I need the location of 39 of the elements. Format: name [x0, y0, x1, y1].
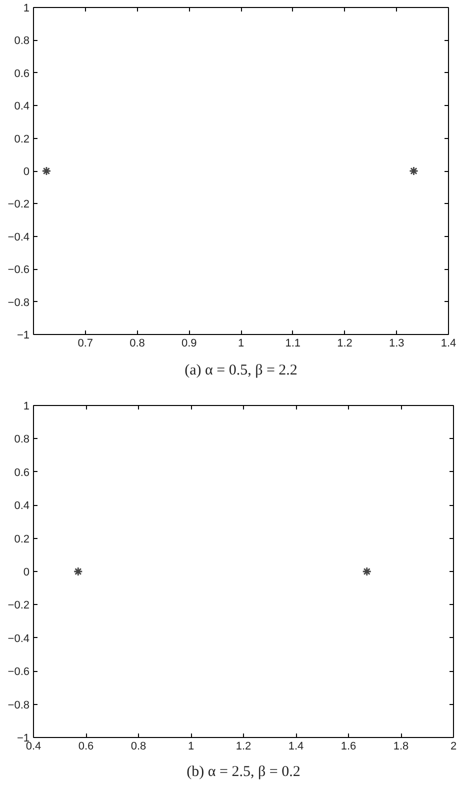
x-tick-label: 0.6 — [78, 740, 94, 752]
y-tick-label: 0.6 — [14, 68, 30, 80]
text: (b) α = 2.5, β = 0.2 — [186, 764, 300, 780]
y-tick-label: 0.4 — [14, 500, 30, 512]
x-tick-label: 1.8 — [393, 740, 409, 752]
y-tick-label: −0.6 — [8, 666, 30, 678]
x-tick-label: 0.8 — [130, 338, 145, 350]
y-tick-label: 0.2 — [14, 133, 30, 146]
y-tick-label: 0.4 — [14, 100, 30, 113]
y-tick-label: −0.2 — [8, 198, 30, 211]
x-tick-label: 1.6 — [340, 740, 356, 752]
y-tick-label: 0.8 — [14, 35, 30, 48]
x-tick-label: 1.2 — [236, 740, 252, 752]
y-tick-label: 0.8 — [14, 434, 30, 446]
x-tick-label: 1.3 — [388, 338, 404, 350]
y-tick-label: 0.2 — [14, 533, 30, 546]
y-tick-label: −0.2 — [8, 600, 30, 612]
y-tick-label: −0.4 — [8, 632, 30, 645]
y-tick-label: −0.4 — [8, 231, 30, 244]
y-tick-label: −0.8 — [8, 296, 30, 309]
y-tick-label: −0.6 — [8, 264, 30, 276]
y-tick-label: −1 — [16, 330, 30, 342]
x-tick-label: 1 — [188, 740, 194, 752]
x-tick-label: 1.2 — [337, 338, 352, 350]
x-tick-label: 1.4 — [288, 740, 304, 752]
y-tick-label: 0 — [23, 566, 30, 578]
y-tick-label: 1 — [23, 400, 30, 412]
x-tick-label: 1.4 — [440, 338, 456, 350]
x-tick-label: 1 — [238, 338, 244, 350]
y-tick-label: 0.6 — [14, 466, 30, 479]
x-tick-label: 1.1 — [285, 338, 301, 350]
text: (a) α = 0.5, β = 2.2 — [184, 362, 298, 378]
y-tick-label: 0 — [23, 166, 30, 178]
y-tick-label: −0.8 — [8, 699, 30, 712]
x-tick-label: 0.7 — [78, 338, 94, 350]
x-tick-label: 0.9 — [181, 338, 197, 350]
y-tick-label: 1 — [23, 2, 30, 14]
x-tick-label: 0.8 — [130, 740, 146, 752]
x-tick-label: 2 — [450, 740, 457, 752]
